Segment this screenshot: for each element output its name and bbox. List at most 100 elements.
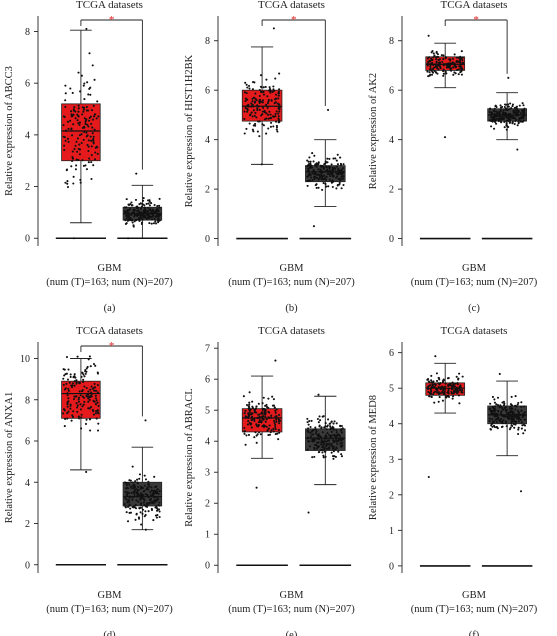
data-point: [276, 432, 279, 435]
data-point: [156, 509, 159, 512]
data-point: [269, 113, 272, 116]
data-point: [140, 495, 143, 498]
data-point: [69, 404, 72, 407]
data-point: [276, 417, 279, 420]
data-point: [442, 392, 445, 395]
data-point: [274, 77, 277, 80]
data-point: [77, 400, 80, 403]
data-point: [148, 222, 151, 225]
data-point: [505, 120, 508, 123]
data-point: [438, 63, 441, 66]
x-category-label: GBM: [98, 590, 123, 601]
data-point: [134, 480, 137, 483]
data-point: [447, 377, 450, 380]
series-T: [236, 359, 288, 567]
data-point: [490, 119, 493, 123]
data-point: [324, 455, 327, 458]
data-point: [517, 420, 521, 423]
data-point: [80, 416, 83, 419]
data-point: [444, 382, 447, 385]
data-point: [130, 201, 133, 204]
data-point: [143, 484, 146, 487]
data-point: [277, 413, 281, 417]
data-point: [491, 418, 494, 421]
data-point: [150, 489, 153, 492]
data-point: [311, 166, 314, 169]
chart-panel-6: TCGA datasets 0 1 2 3 4 5 6 Relative expression …: [368, 325, 538, 636]
data-point: [78, 382, 81, 385]
chart-panel-1: TCGA datasets 0 2 4 6 8 Relative expression of…: [4, 0, 173, 314]
data-point: [512, 417, 515, 420]
data-point: [496, 427, 499, 430]
data-point: [158, 504, 161, 507]
data-point: [434, 383, 437, 386]
data-point: [90, 122, 93, 125]
data-point: [329, 426, 332, 429]
data-point: [502, 112, 506, 115]
data-point: [313, 178, 316, 181]
data-point: [155, 507, 159, 510]
data-point: [316, 437, 319, 440]
data-point: [125, 484, 129, 487]
data-point: [267, 100, 270, 103]
data-point: [70, 419, 73, 422]
data-point: [517, 401, 520, 404]
data-point: [511, 114, 514, 117]
data-point: [88, 407, 91, 410]
data-point: [97, 404, 100, 407]
data-point: [311, 433, 314, 436]
data-point: [507, 76, 510, 79]
data-point: [158, 219, 161, 222]
chart-title: TCGA datasets: [258, 0, 325, 11]
data-point: [488, 107, 492, 110]
data-point: [73, 373, 76, 376]
data-point: [158, 501, 161, 504]
data-point: [262, 106, 265, 109]
data-point: [135, 499, 138, 502]
data-point: [143, 504, 146, 507]
data-point: [73, 147, 76, 151]
data-point: [322, 415, 325, 418]
y-tick-label: 10: [20, 354, 30, 365]
data-point: [93, 382, 96, 385]
data-point: [67, 389, 70, 392]
data-point: [91, 118, 95, 121]
data-point: [158, 197, 161, 200]
data-point: [68, 381, 71, 384]
data-point: [144, 478, 148, 481]
data-point: [458, 402, 461, 405]
y-tick-label: 0: [389, 561, 394, 572]
data-point: [504, 422, 507, 425]
data-point: [248, 114, 252, 117]
data-point: [77, 107, 80, 110]
data-point: [495, 110, 498, 113]
data-point: [451, 57, 455, 60]
data-point: [75, 381, 78, 384]
data-point: [149, 499, 152, 502]
data-point: [269, 431, 272, 434]
data-point: [323, 447, 326, 450]
data-point: [87, 145, 90, 148]
data-point: [445, 72, 448, 75]
data-point: [328, 442, 331, 445]
data-point: [261, 415, 264, 418]
data-point: [126, 505, 130, 508]
data-point: [317, 173, 320, 177]
data-point: [74, 144, 77, 147]
data-point: [277, 418, 280, 421]
data-point: [503, 402, 506, 405]
data-point: [80, 141, 83, 145]
data-point: [441, 399, 444, 402]
y-tick-label: 8: [389, 36, 394, 47]
data-point: [317, 421, 320, 424]
data-point: [517, 428, 520, 431]
data-point: [89, 115, 92, 118]
data-point: [152, 519, 155, 522]
data-point: [123, 503, 126, 506]
data-point: [430, 374, 433, 377]
data-point: [339, 437, 342, 440]
data-point: [257, 402, 260, 405]
data-point: [274, 428, 277, 431]
data-point: [152, 214, 155, 217]
data-point: [272, 398, 275, 401]
